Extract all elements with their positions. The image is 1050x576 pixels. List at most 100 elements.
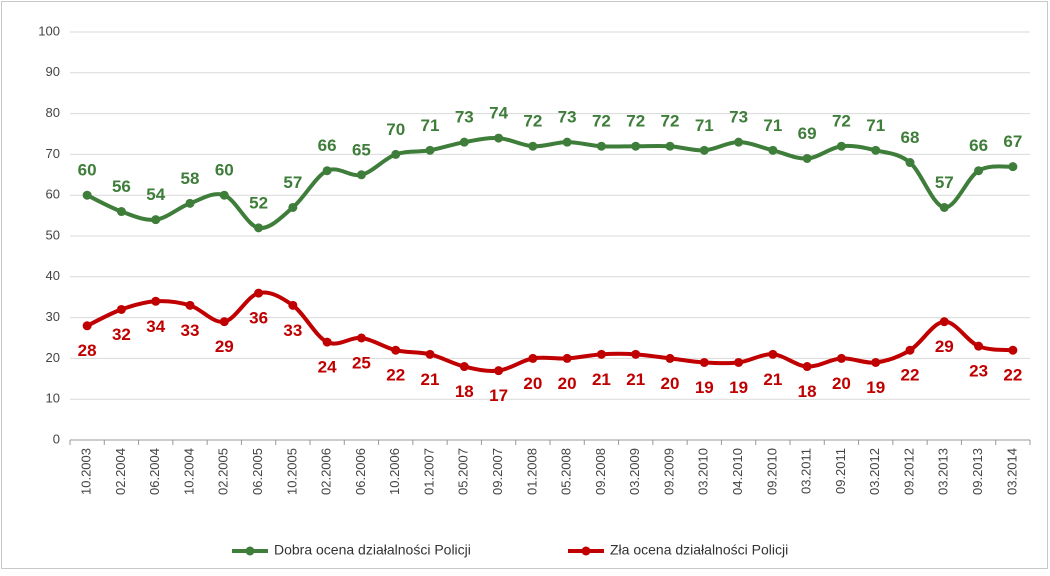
value-label: 21 <box>592 370 611 389</box>
x-tick-label: 06.2006 <box>353 448 368 495</box>
point <box>734 357 744 367</box>
point <box>322 337 332 347</box>
legend-label: Dobra ocena działalności Policji <box>274 542 471 558</box>
value-label: 58 <box>181 169 200 188</box>
point <box>596 141 606 151</box>
x-tick-label: 05.2008 <box>559 448 574 495</box>
point <box>768 145 778 155</box>
point <box>494 133 504 143</box>
legend-marker <box>581 546 591 556</box>
point <box>391 345 401 355</box>
point <box>391 149 401 159</box>
value-label: 18 <box>455 382 474 401</box>
point <box>254 288 264 298</box>
value-label: 69 <box>798 124 817 143</box>
x-tick-label: 05.2007 <box>456 448 471 495</box>
series-line <box>86 290 1014 373</box>
x-tick-label: 09.2007 <box>490 448 505 495</box>
point <box>82 190 92 200</box>
point <box>185 198 195 208</box>
value-label: 20 <box>523 374 542 393</box>
point <box>905 158 915 168</box>
point <box>871 357 881 367</box>
value-label: 66 <box>318 136 337 155</box>
point <box>631 141 641 151</box>
value-label: 22 <box>1003 366 1022 385</box>
value-label: 21 <box>626 370 645 389</box>
value-label: 18 <box>798 382 817 401</box>
value-label: 20 <box>661 374 680 393</box>
x-tick-label: 03.2013 <box>936 448 951 495</box>
value-label: 29 <box>935 337 954 356</box>
point <box>219 317 229 327</box>
point <box>974 166 984 176</box>
series-line <box>86 135 1014 230</box>
point <box>185 300 195 310</box>
point <box>836 141 846 151</box>
value-label: 60 <box>215 161 234 180</box>
value-label: 28 <box>78 341 97 360</box>
value-label: 22 <box>386 366 405 385</box>
y-tick-label: 20 <box>46 350 60 365</box>
value-label: 29 <box>215 337 234 356</box>
y-tick-label: 30 <box>46 309 60 324</box>
value-label: 19 <box>729 378 748 397</box>
x-tick-label: 03.2014 <box>1004 448 1019 495</box>
point <box>631 349 641 359</box>
value-label: 71 <box>763 116 782 135</box>
point <box>836 353 846 363</box>
value-label: 54 <box>146 185 165 204</box>
point <box>665 141 675 151</box>
point <box>528 141 538 151</box>
value-label: 20 <box>558 374 577 393</box>
y-tick-label: 100 <box>38 23 60 38</box>
x-tick-label: 01.2008 <box>524 448 539 495</box>
point <box>562 353 572 363</box>
point <box>974 341 984 351</box>
point <box>1008 345 1018 355</box>
x-tick-label: 09.2008 <box>593 448 608 495</box>
point <box>802 362 812 372</box>
value-label: 73 <box>558 108 577 127</box>
point <box>151 215 161 225</box>
point <box>356 170 366 180</box>
value-label: 72 <box>626 112 645 131</box>
point <box>459 362 469 372</box>
point <box>82 321 92 331</box>
point <box>288 202 298 212</box>
x-tick-label: 10.2004 <box>181 448 196 495</box>
point <box>1008 162 1018 172</box>
value-label: 25 <box>352 353 371 372</box>
point <box>699 357 709 367</box>
x-tick-label: 01.2007 <box>421 448 436 495</box>
x-tick-label: 09.2012 <box>901 448 916 495</box>
x-tick-label: 02.2004 <box>113 448 128 495</box>
value-label: 72 <box>832 112 851 131</box>
value-label: 60 <box>78 161 97 180</box>
point <box>151 296 161 306</box>
value-label: 72 <box>661 112 680 131</box>
value-label: 71 <box>421 116 440 135</box>
value-label: 72 <box>523 112 542 131</box>
value-label: 19 <box>695 378 714 397</box>
x-tick-label: 02.2006 <box>319 448 334 495</box>
point <box>254 223 264 233</box>
x-tick-label: 04.2010 <box>730 448 745 495</box>
value-label: 73 <box>729 108 748 127</box>
legend-marker <box>245 546 255 556</box>
x-tick-label: 09.2010 <box>764 448 779 495</box>
x-tick-label: 10.2006 <box>387 448 402 495</box>
value-label: 22 <box>901 366 920 385</box>
value-label: 66 <box>969 136 988 155</box>
x-tick-label: 10.2005 <box>284 448 299 495</box>
value-label: 74 <box>489 104 508 123</box>
value-label: 17 <box>489 386 508 405</box>
x-tick-label: 10.2003 <box>79 448 94 495</box>
value-label: 20 <box>832 374 851 393</box>
legend-label: Zła ocena działalności Policji <box>610 542 788 558</box>
x-tick-label: 09.2011 <box>833 448 848 494</box>
point <box>665 353 675 363</box>
x-tick-label: 03.2009 <box>627 448 642 495</box>
